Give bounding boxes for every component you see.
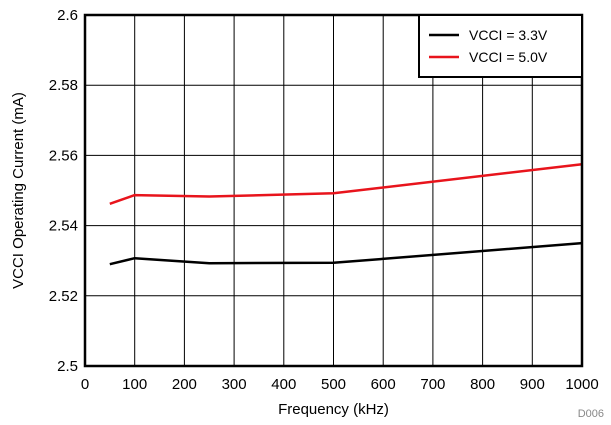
legend-label: VCCI = 3.3V	[469, 27, 548, 43]
plot-frame	[83, 13, 584, 368]
figure-id-label: D006	[578, 408, 604, 420]
legend-label: VCCI = 5.0V	[469, 49, 548, 65]
series-lines	[109, 162, 583, 266]
x-tick-label: 1000	[565, 376, 598, 393]
legend-box	[418, 14, 583, 78]
x-tick-label: 200	[172, 376, 197, 393]
legend: VCCI = 3.3V VCCI = 5.0V	[418, 14, 583, 78]
y-tick-label: 2.54	[49, 218, 78, 235]
x-tick-label: 0	[81, 376, 89, 393]
y-tick-label: 2.6	[57, 7, 78, 24]
x-tick-labels: 0 100 200 300 400 500 600 700 800 900 1000	[81, 376, 599, 393]
x-tick-label: 500	[321, 376, 346, 393]
y-tick-label: 2.56	[49, 147, 78, 164]
x-tick-label: 100	[122, 376, 147, 393]
series-line	[109, 162, 583, 205]
y-tick-label: 2.5	[57, 358, 78, 375]
x-tick-label: 400	[271, 376, 296, 393]
x-tick-label: 700	[420, 376, 445, 393]
x-tick-label: 600	[371, 376, 396, 393]
y-tick-labels: 2.5 2.52 2.54 2.56 2.58 2.6	[49, 7, 78, 375]
x-axis-label: Frequency (kHz)	[278, 401, 389, 418]
x-tick-label: 300	[222, 376, 247, 393]
x-tick-label: 800	[470, 376, 495, 393]
y-tick-label: 2.52	[49, 288, 78, 305]
y-tick-label: 2.58	[49, 77, 78, 94]
x-tick-label: 900	[520, 376, 545, 393]
y-axis-label: VCCI Operating Current (mA)	[10, 92, 27, 289]
series-line	[109, 241, 583, 266]
